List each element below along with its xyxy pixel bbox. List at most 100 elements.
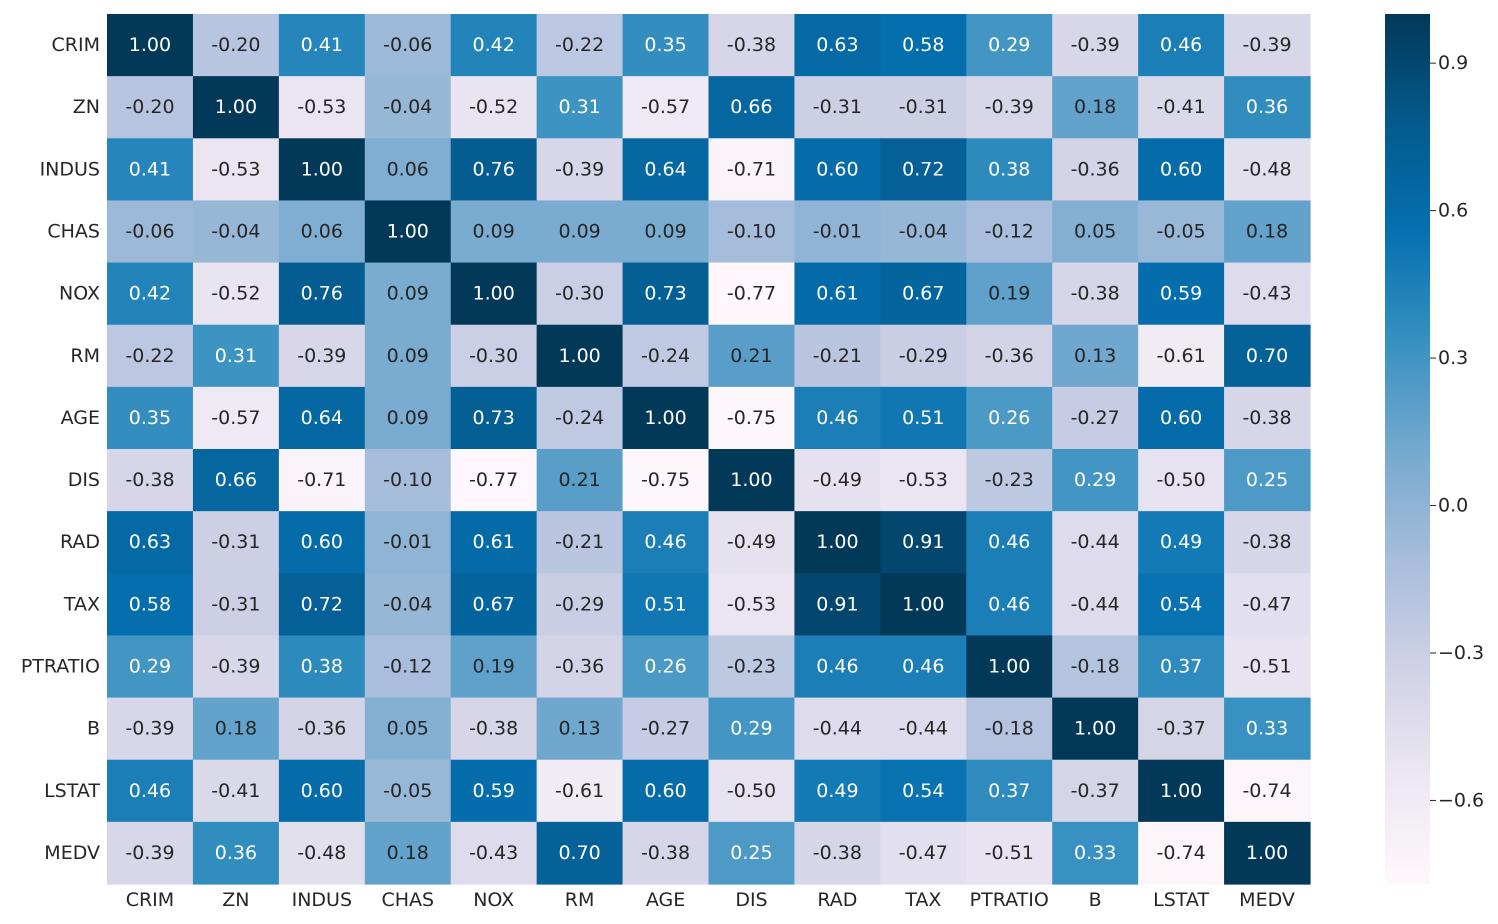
heatmap-cell bbox=[364, 138, 452, 202]
y-tick-label: ZN bbox=[73, 96, 100, 118]
heatmap-cell bbox=[278, 635, 366, 699]
heatmap-cell bbox=[278, 138, 366, 202]
cell-value-label: 1.00 bbox=[1160, 780, 1202, 802]
cell-value-label: -0.22 bbox=[125, 345, 174, 367]
cell-value-label: 0.31 bbox=[558, 96, 600, 118]
cell-value-label: -0.01 bbox=[813, 221, 862, 243]
heatmap-cell bbox=[450, 449, 538, 512]
y-tick-label: B bbox=[87, 718, 100, 740]
heatmap-cell bbox=[1052, 200, 1139, 264]
y-tick-label: CHAS bbox=[47, 221, 100, 243]
cell-value-label: -0.38 bbox=[125, 469, 174, 491]
cell-value-label: -0.51 bbox=[1242, 656, 1291, 678]
heatmap-cell bbox=[192, 697, 280, 761]
cell-value-label: 0.29 bbox=[730, 718, 772, 740]
cell-value-label: 0.05 bbox=[387, 718, 429, 740]
colorbar-ticks: 0.9 0.6 0.3 0.0 −0.3 −0.6 bbox=[1430, 52, 1484, 811]
heatmap-cell bbox=[1138, 262, 1225, 326]
heatmap-cell bbox=[364, 759, 452, 823]
heatmap-cell bbox=[1138, 200, 1225, 264]
heatmap-cell bbox=[450, 324, 538, 388]
cell-value-label: 0.42 bbox=[129, 283, 171, 305]
cell-value-label: 0.72 bbox=[301, 593, 343, 615]
heatmap-cell bbox=[192, 138, 280, 202]
cell-value-label: -0.23 bbox=[985, 469, 1034, 491]
y-tick-label: LSTAT bbox=[44, 780, 100, 802]
cell-value-label: -0.27 bbox=[1071, 407, 1120, 429]
cell-value-label: -0.39 bbox=[125, 842, 174, 864]
cell-value-label: 0.60 bbox=[1160, 158, 1202, 180]
cell-value-label: -0.37 bbox=[1071, 780, 1120, 802]
cell-value-label: 0.70 bbox=[1246, 345, 1288, 367]
heatmap-cell bbox=[1224, 76, 1311, 139]
cell-value-label: -0.37 bbox=[1157, 718, 1206, 740]
heatmap-cell bbox=[364, 14, 452, 77]
heatmap-cell bbox=[622, 386, 710, 450]
heatmap-cell bbox=[1224, 759, 1311, 823]
heatmap-cell bbox=[880, 511, 967, 574]
heatmap-cell bbox=[966, 697, 1053, 761]
cell-value-label: -0.06 bbox=[383, 34, 432, 56]
cell-value-label: 0.09 bbox=[387, 283, 429, 305]
cell-value-label: 0.46 bbox=[988, 593, 1030, 615]
heatmap-cell bbox=[966, 76, 1053, 139]
cell-value-label: 0.33 bbox=[1074, 842, 1116, 864]
heatmap-cell bbox=[536, 697, 624, 761]
heatmap-cell bbox=[364, 449, 452, 512]
heatmap-cell bbox=[107, 262, 194, 326]
heatmap-cell bbox=[794, 14, 881, 77]
heatmap-cell bbox=[622, 573, 710, 637]
heatmap-cell bbox=[622, 138, 710, 202]
cell-value-label: 1.00 bbox=[902, 593, 944, 615]
x-tick-label: INDUS bbox=[292, 889, 352, 911]
cell-value-label: 0.46 bbox=[129, 780, 171, 802]
y-tick-label: PTRATIO bbox=[21, 656, 100, 678]
heatmap-cell bbox=[966, 573, 1053, 637]
heatmap-cell bbox=[364, 821, 452, 885]
cell-value-label: 0.19 bbox=[988, 283, 1030, 305]
cell-value-label: -0.12 bbox=[985, 221, 1034, 243]
heatmap-cell bbox=[192, 200, 280, 264]
heatmap-cell bbox=[794, 200, 881, 264]
heatmap-cell bbox=[107, 821, 194, 885]
heatmap-cell bbox=[708, 821, 796, 885]
colorbar-tick-label: −0.3 bbox=[1438, 642, 1484, 664]
heatmap-cell bbox=[107, 573, 194, 637]
heatmap-cell bbox=[794, 697, 881, 761]
heatmap-cell bbox=[450, 511, 538, 574]
heatmap-cell bbox=[192, 14, 280, 77]
heatmap-cell bbox=[880, 573, 967, 637]
cell-value-label: 0.25 bbox=[730, 842, 772, 864]
cell-value-label: -0.05 bbox=[383, 780, 432, 802]
x-tick-label: CHAS bbox=[381, 889, 434, 911]
heatmap-cell bbox=[364, 573, 452, 637]
cell-value-label: -0.39 bbox=[125, 718, 174, 740]
cell-value-label: -0.12 bbox=[383, 656, 432, 678]
cell-value-label: 0.58 bbox=[129, 593, 171, 615]
y-tick-label: DIS bbox=[68, 469, 100, 491]
heatmap-cell bbox=[192, 511, 280, 574]
cell-value-label: 0.49 bbox=[1160, 531, 1202, 553]
cell-value-label: -0.75 bbox=[727, 407, 776, 429]
heatmap-cell bbox=[622, 200, 710, 264]
heatmap-cell bbox=[450, 386, 538, 450]
heatmap-cell bbox=[708, 200, 796, 264]
cell-value-label: 0.63 bbox=[816, 34, 858, 56]
heatmap-cell bbox=[1052, 262, 1139, 326]
cell-value-label: -0.43 bbox=[1242, 283, 1291, 305]
cell-value-label: -0.36 bbox=[985, 345, 1034, 367]
heatmap-cell bbox=[1052, 697, 1139, 761]
heatmap-cell bbox=[536, 76, 624, 139]
cell-value-label: 0.18 bbox=[387, 842, 429, 864]
heatmap-cell bbox=[107, 138, 194, 202]
heatmap-cell bbox=[107, 324, 194, 388]
heatmap-cell bbox=[880, 76, 967, 139]
cell-value-label: -0.61 bbox=[555, 780, 604, 802]
cell-value-label: 0.51 bbox=[902, 407, 944, 429]
cell-value-label: 1.00 bbox=[644, 407, 686, 429]
cell-value-label: 0.91 bbox=[816, 593, 858, 615]
cell-value-label: 1.00 bbox=[387, 221, 429, 243]
heatmap-cell bbox=[364, 511, 452, 574]
cell-value-label: 0.21 bbox=[558, 469, 600, 491]
cell-value-label: 0.33 bbox=[1246, 718, 1288, 740]
